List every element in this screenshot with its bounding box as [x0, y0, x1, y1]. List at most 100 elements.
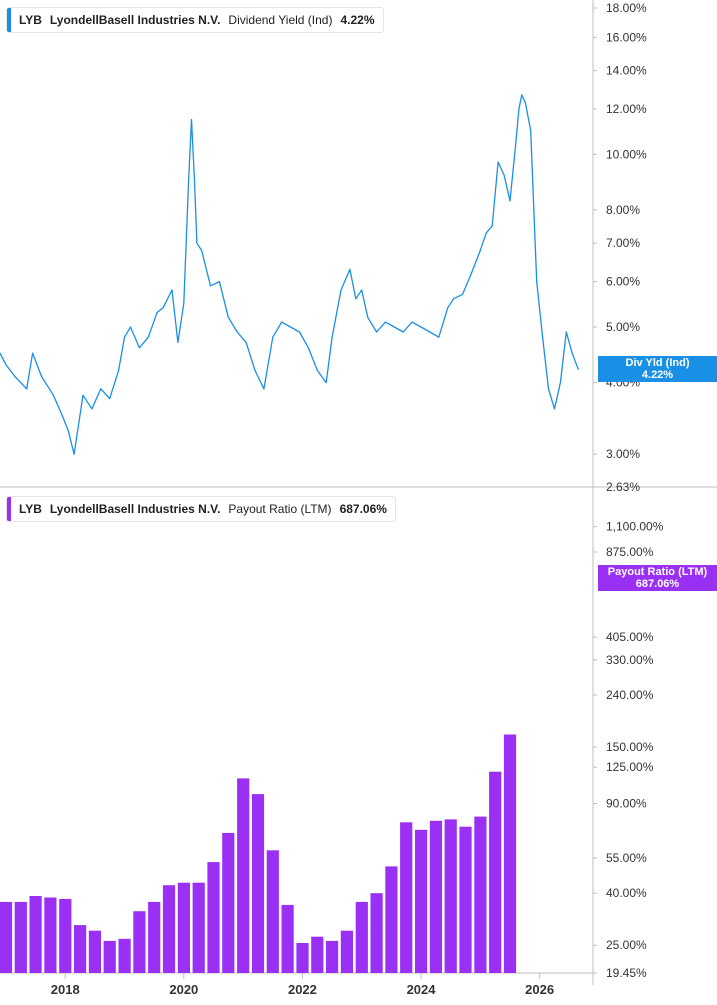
- yield-point: [331, 336, 333, 338]
- payout-legend-company: LyondellBasell Industries N.V.: [49, 502, 221, 516]
- yield-point: [100, 388, 102, 390]
- payout-bar: [59, 898, 72, 973]
- yield-point: [254, 369, 256, 371]
- payout-tick-label: 875.00%: [606, 545, 654, 559]
- yield-point: [367, 316, 369, 318]
- yield-point: [67, 429, 69, 432]
- yield-point: [193, 180, 196, 182]
- yield-point: [236, 331, 238, 333]
- yield-point: [272, 336, 274, 338]
- yield-point: [209, 285, 212, 287]
- yield-point: [547, 388, 550, 390]
- yield-point: [61, 415, 63, 417]
- payout-bar: [385, 866, 398, 973]
- yield-tick-label: 3.00%: [606, 447, 640, 461]
- yield-point: [559, 382, 562, 384]
- payout-legend-swatch: [7, 497, 11, 521]
- yield-point: [420, 326, 422, 328]
- yield-point: [384, 321, 386, 323]
- yield-point: [553, 408, 556, 410]
- x-tick-label: 2020: [169, 982, 198, 997]
- yield-point: [361, 289, 363, 291]
- yield-point: [453, 298, 455, 300]
- payout-bar: [44, 897, 57, 973]
- payout-tick-label: 25.00%: [606, 938, 647, 952]
- yield-point: [518, 108, 520, 110]
- yield-point: [156, 311, 158, 314]
- yield-flag-label: Div Yld (Ind): [625, 357, 690, 369]
- yield-point: [91, 408, 93, 410]
- yield-point: [5, 364, 7, 366]
- yield-flag-value: 4.22%: [641, 369, 674, 381]
- yield-point: [542, 336, 544, 338]
- payout-legend-ticker: LYB: [19, 502, 42, 516]
- yield-point: [14, 375, 16, 377]
- yield-point: [325, 382, 327, 384]
- yield-point: [485, 232, 487, 234]
- yield-point: [393, 326, 395, 328]
- payout-tick-label: 150.00%: [606, 740, 654, 754]
- yield-point: [479, 249, 481, 251]
- yield-point: [245, 341, 247, 343]
- yield-point: [461, 293, 464, 295]
- yield-tick-label: 5.00%: [606, 320, 640, 334]
- yield-point: [147, 336, 149, 338]
- payout-value-flag: Payout Ratio (LTM) 687.06%: [598, 565, 717, 591]
- payout-tick-label: 125.00%: [606, 760, 654, 774]
- payout-bar: [311, 936, 324, 973]
- payout-bar: [118, 938, 131, 973]
- yield-point: [138, 347, 140, 349]
- payout-bar: [103, 940, 116, 973]
- yield-point: [118, 369, 120, 371]
- payout-bar: [296, 943, 309, 973]
- payout-bar: [237, 778, 250, 973]
- payout-tick-label: 330.00%: [606, 653, 654, 667]
- yield-legend: LYB LyondellBasell Industries N.V. Divid…: [6, 7, 384, 33]
- yield-point: [290, 326, 292, 328]
- yield-point: [429, 331, 431, 333]
- yield-point: [123, 336, 126, 338]
- yield-point: [355, 298, 357, 300]
- yield-point: [109, 398, 111, 400]
- payout-bar: [370, 893, 383, 973]
- payout-bar: [355, 901, 368, 973]
- payout-flag-value: 687.06%: [635, 578, 680, 590]
- yield-legend-company: LyondellBasell Industries N.V.: [49, 13, 221, 27]
- payout-bar: [251, 794, 265, 973]
- yield-point: [171, 289, 173, 291]
- yield-point: [177, 341, 179, 343]
- yield-point: [40, 375, 43, 377]
- x-axis: 2018 2020 2022 2024 2026: [51, 973, 554, 997]
- yield-point: [530, 130, 532, 132]
- payout-bar: [459, 826, 472, 973]
- yield-legend-swatch: [7, 8, 11, 32]
- payout-bar: [14, 901, 27, 973]
- payout-bar: [489, 771, 502, 973]
- payout-bar: [207, 862, 220, 973]
- yield-point: [503, 174, 505, 176]
- yield-point: [227, 316, 229, 318]
- yield-tick-label: 16.00%: [606, 30, 647, 44]
- yield-point: [509, 200, 511, 202]
- x-tick-label: 2022: [288, 982, 317, 997]
- yield-plot: [0, 94, 579, 455]
- yield-point: [298, 331, 301, 333]
- yield-tick-label: 18.00%: [606, 1, 647, 15]
- yield-point: [515, 141, 517, 143]
- yield-point: [536, 281, 538, 283]
- yield-point: [577, 368, 579, 370]
- payout-tick-label: 19.45%: [606, 966, 647, 980]
- payout-bar: [74, 925, 87, 973]
- yield-point: [571, 352, 573, 354]
- yield-point: [190, 119, 193, 121]
- payout-bar: [29, 896, 42, 973]
- payout-bar: [281, 904, 294, 973]
- yield-tick-label: 12.00%: [606, 102, 647, 116]
- payout-bar: [0, 901, 13, 973]
- yield-legend-value: 4.22%: [340, 13, 375, 27]
- payout-bar: [400, 822, 413, 973]
- yield-point: [316, 369, 318, 371]
- x-tick-label: 2024: [407, 982, 437, 997]
- yield-point: [183, 302, 185, 304]
